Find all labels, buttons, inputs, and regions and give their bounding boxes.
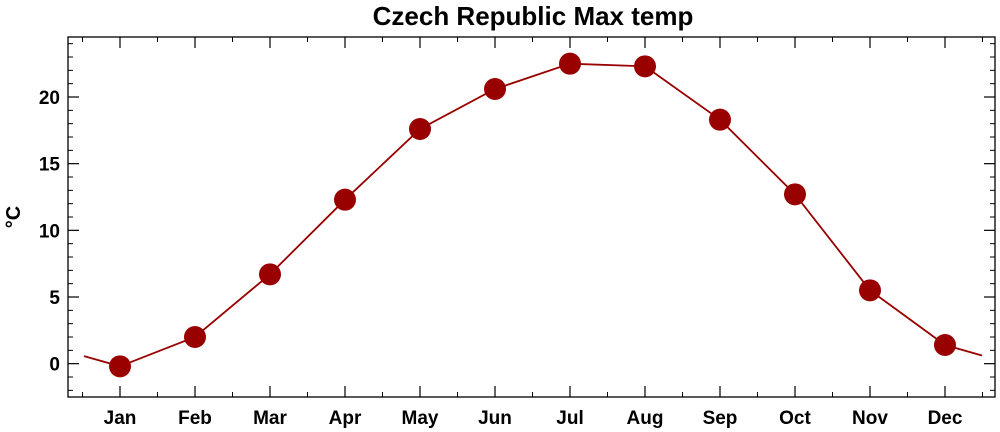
- data-point: [859, 279, 881, 302]
- x-tick-label: Apr: [329, 408, 362, 429]
- y-tick-label: 5: [49, 288, 60, 309]
- x-tick-label: Aug: [627, 408, 664, 429]
- x-tick-label: Sep: [703, 408, 738, 429]
- data-point: [259, 263, 281, 286]
- x-tick-label: Jun: [478, 408, 512, 429]
- data-point: [184, 326, 206, 348]
- data-point: [784, 183, 806, 206]
- x-tick-label: Jul: [556, 408, 583, 429]
- x-tick-label: Mar: [253, 408, 287, 429]
- series-line: [83, 62, 983, 368]
- data-point: [634, 55, 656, 78]
- x-tick-label: Oct: [779, 408, 811, 429]
- y-tick-label: 10: [39, 221, 60, 242]
- series-layer: [83, 52, 983, 378]
- x-tick-label: May: [402, 408, 439, 429]
- x-tick-label: Nov: [852, 408, 888, 429]
- chart-title: Czech Republic Max temp: [373, 1, 694, 31]
- data-point: [484, 78, 506, 100]
- axis-tick-labels: 0 5 10 15 20 Jan Feb Mar Apr May Jun Jul Aug Sep Oct No…: [39, 88, 963, 429]
- x-tick-label: Dec: [928, 408, 963, 429]
- plot-frame: [67, 36, 996, 398]
- x-tick-label: Jan: [104, 408, 137, 429]
- y-tick-label: 20: [39, 88, 60, 109]
- y-tick-label: 0: [49, 355, 60, 376]
- data-point: [709, 108, 731, 131]
- data-point: [334, 188, 356, 211]
- data-point: [559, 52, 581, 75]
- data-point: [109, 355, 131, 378]
- x-tick-label: Feb: [178, 408, 212, 429]
- data-point: [409, 118, 431, 140]
- y-axis-label: °C: [3, 206, 25, 228]
- y-tick-label: 15: [39, 155, 61, 176]
- data-point: [934, 334, 956, 356]
- axis-ticks: [68, 37, 995, 397]
